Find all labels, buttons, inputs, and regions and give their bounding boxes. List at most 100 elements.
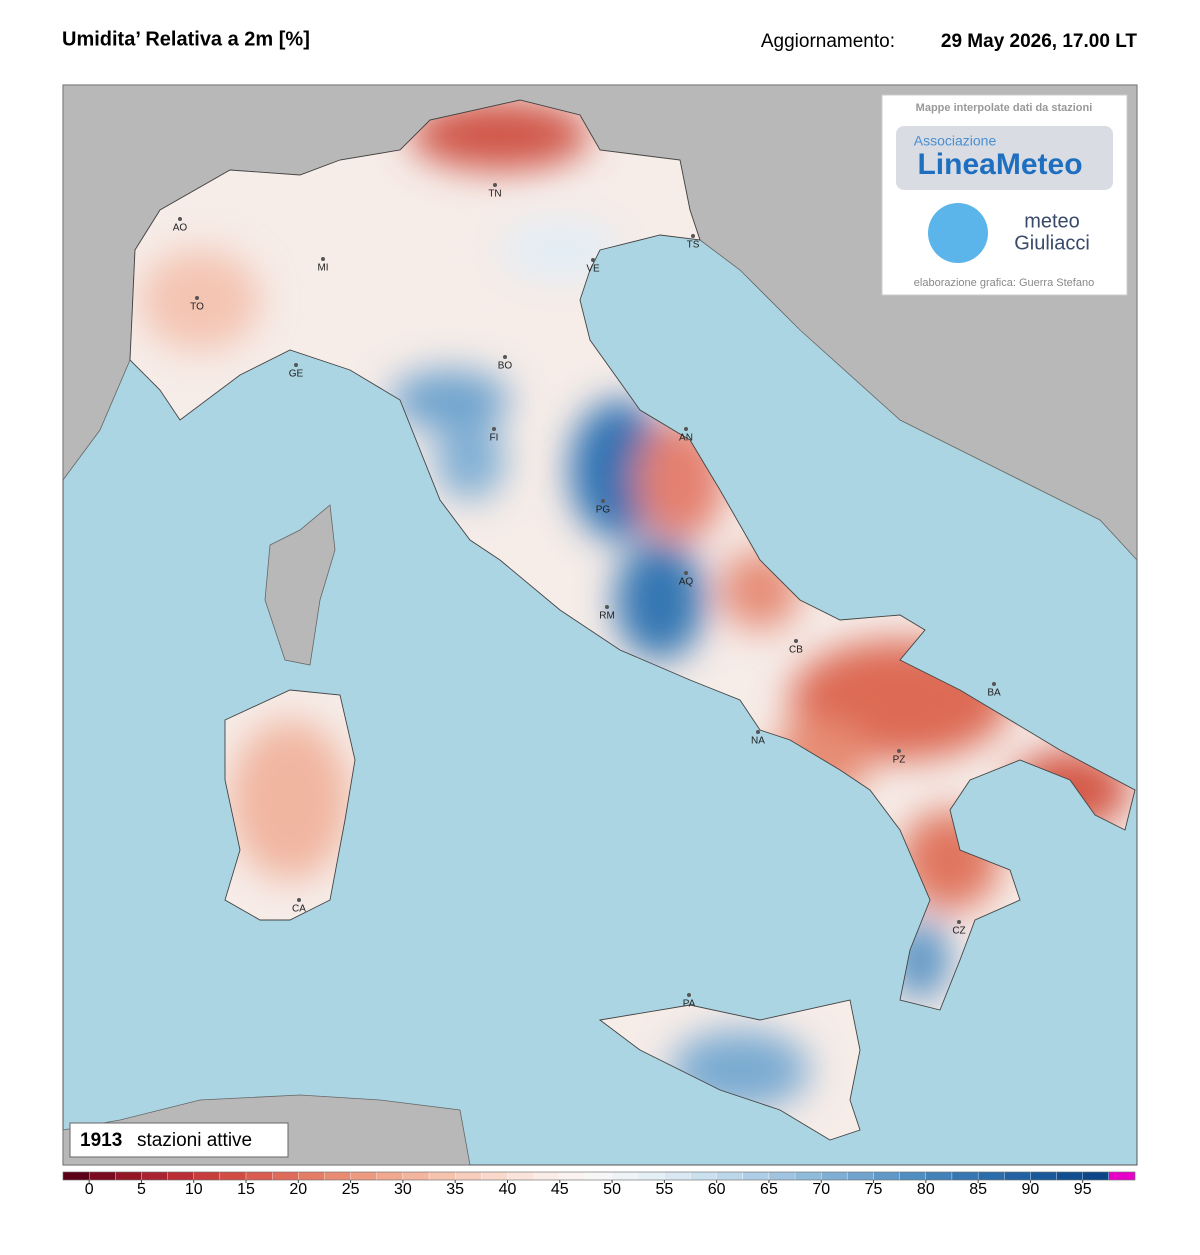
colorbar-segment bbox=[1082, 1171, 1110, 1181]
city-label: MI bbox=[317, 263, 328, 274]
logo2-icon bbox=[928, 203, 988, 263]
colorbar-segment bbox=[455, 1171, 482, 1181]
colorbar-segment bbox=[298, 1171, 325, 1181]
colorbar-tick-label: 40 bbox=[499, 1181, 517, 1198]
colorbar-segment bbox=[794, 1171, 822, 1181]
city-label: PG bbox=[596, 505, 611, 516]
colorbar-segment bbox=[428, 1171, 456, 1181]
city-label: TO bbox=[190, 302, 204, 313]
logo1-main: LineaMeteo bbox=[917, 148, 1082, 181]
city-label: FI bbox=[490, 433, 499, 444]
colorbar-segment bbox=[873, 1171, 900, 1181]
city-label: BO bbox=[498, 361, 513, 372]
colorbar-tick-label: 0 bbox=[85, 1181, 94, 1198]
logo2-main: Giuliacci bbox=[1014, 232, 1090, 254]
colorbar-segment bbox=[219, 1171, 247, 1181]
colorbar-segment bbox=[402, 1171, 430, 1181]
city-label: CZ bbox=[952, 926, 965, 937]
city-dot bbox=[591, 258, 595, 262]
colorbar-segment bbox=[559, 1171, 587, 1181]
colorbar-segment bbox=[977, 1171, 1005, 1181]
city-label: AN bbox=[679, 433, 693, 444]
city-dot bbox=[321, 257, 325, 261]
station-panel bbox=[69, 1122, 289, 1158]
map-title: Umidita’ Relativa a 2m [%] bbox=[62, 28, 310, 50]
colorbar-segment bbox=[1004, 1171, 1031, 1181]
colorbar-segment bbox=[1056, 1171, 1083, 1181]
colorbar-segment bbox=[193, 1171, 221, 1181]
city-dot bbox=[957, 920, 961, 924]
city-label: NA bbox=[751, 736, 765, 747]
city-dot bbox=[178, 217, 182, 221]
colorbar-tick-label: 85 bbox=[969, 1181, 987, 1198]
colorbar-segment bbox=[533, 1171, 560, 1181]
city-dot bbox=[492, 427, 496, 431]
city-dot bbox=[294, 363, 298, 367]
colorbar-tick-label: 95 bbox=[1074, 1181, 1092, 1198]
colorbar-segment bbox=[481, 1171, 508, 1181]
city-label: RM bbox=[599, 611, 615, 622]
city-label: AO bbox=[173, 223, 188, 234]
colorbar-tick-label: 50 bbox=[603, 1181, 621, 1198]
colorbar-segment bbox=[638, 1171, 665, 1181]
city-label: VE bbox=[586, 264, 600, 275]
colorbar-segment bbox=[350, 1171, 377, 1181]
colorbar-segment bbox=[742, 1171, 770, 1181]
city-dot bbox=[794, 639, 798, 643]
city-dot bbox=[992, 682, 996, 686]
logo-caption: Mappe interpolate dati da stazioni bbox=[916, 102, 1093, 114]
colorbar-segment bbox=[245, 1171, 273, 1181]
colorbar-segment bbox=[951, 1171, 979, 1181]
colorbar-tick-label: 60 bbox=[708, 1181, 726, 1198]
update-label: Aggiornamento: bbox=[761, 31, 895, 52]
colorbar-segment bbox=[115, 1171, 142, 1181]
city-dot bbox=[691, 234, 695, 238]
colorbar-tick-label: 80 bbox=[917, 1181, 935, 1198]
city-label: BA bbox=[987, 688, 1001, 699]
city-dot bbox=[605, 605, 609, 609]
colorbar-segment bbox=[507, 1171, 534, 1181]
colorbar-tick-label: 25 bbox=[342, 1181, 360, 1198]
colorbar-segment bbox=[167, 1171, 194, 1181]
city-dot bbox=[601, 499, 605, 503]
corsica bbox=[264, 504, 336, 666]
logo1-top: Associazione bbox=[914, 133, 997, 149]
colorbar-tick-label: 90 bbox=[1022, 1181, 1040, 1198]
cities: AO MI TO GE TN VE TS BO FI AN PG AQ RM CB BA NA PZ CZ PA CA bbox=[173, 183, 1001, 1010]
colorbar-segment bbox=[690, 1171, 717, 1181]
update-time: 29 May 2026, 17.00 LT bbox=[941, 31, 1137, 52]
logo-panel bbox=[881, 94, 1128, 296]
colorbar-segment bbox=[847, 1171, 874, 1181]
city-label: CA bbox=[292, 904, 306, 915]
colorbar: 0 5 10 15 20 25 30 35 40 45 50 55 60 65 70 75 80 85 90 95 bbox=[62, 1171, 1136, 1198]
colorbar-segment bbox=[1108, 1171, 1136, 1181]
station-count: 1913 bbox=[80, 1130, 122, 1151]
colorbar-segment bbox=[899, 1171, 926, 1181]
city-label: TN bbox=[488, 189, 501, 200]
city-label: AQ bbox=[679, 577, 694, 588]
coastline bbox=[129, 99, 1136, 1141]
city-label: PA bbox=[683, 999, 696, 1010]
logo-box: Mappe interpolate dati da stazioni Assoc… bbox=[881, 94, 1128, 296]
colorbar-segment bbox=[324, 1171, 351, 1181]
colorbar-tick-label: 30 bbox=[394, 1181, 412, 1198]
colorbar-tick-label: 75 bbox=[865, 1181, 883, 1198]
city-label: CB bbox=[789, 645, 803, 656]
colorbar-segment bbox=[716, 1171, 743, 1181]
colorbar-segment bbox=[62, 1171, 90, 1181]
city-dot bbox=[503, 355, 507, 359]
city-dot bbox=[297, 898, 301, 902]
colorbar-tick-label: 45 bbox=[551, 1181, 569, 1198]
city-dot bbox=[897, 749, 901, 753]
colorbar-segment bbox=[768, 1171, 796, 1181]
colorbar-segment bbox=[272, 1171, 299, 1181]
logo1-bg bbox=[896, 126, 1113, 190]
colorbar-tick-label: 20 bbox=[289, 1181, 307, 1198]
logo-credit: elaborazione grafica: Guerra Stefano bbox=[914, 277, 1094, 289]
colorbar-tick-label: 15 bbox=[237, 1181, 255, 1198]
colorbar-segment bbox=[925, 1171, 953, 1181]
city-dot bbox=[684, 571, 688, 575]
city-dot bbox=[195, 296, 199, 300]
colorbar-segment bbox=[821, 1171, 848, 1181]
